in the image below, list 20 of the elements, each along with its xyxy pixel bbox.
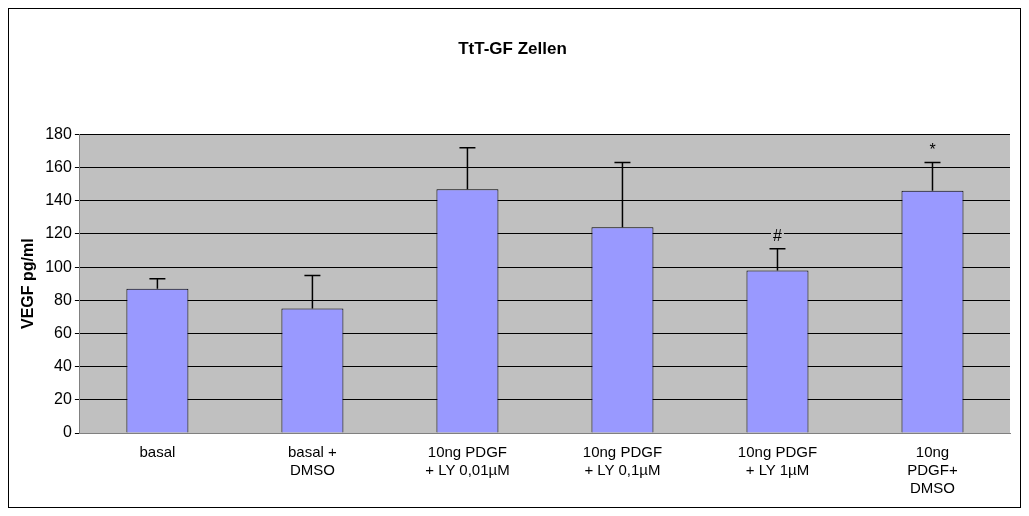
y-tick-label: 100 [45,257,72,275]
y-tick-label: 160 [45,157,72,175]
x-tick-label: 10ng PDGF+ DMSO [907,443,958,497]
y-tick-label: 60 [54,323,72,341]
y-axis-title: VEGF pg/ml [19,238,37,330]
chart-title: TtT-GF Zellen [458,38,567,58]
x-tick-label: 10ng PDGF + LY 1µM [737,443,818,479]
annotation: # [773,227,783,245]
annotation: * [929,141,936,159]
x-tick-label: 10ng PDGF + LY 0,1µM [582,443,663,479]
y-tick-label: 40 [54,357,72,375]
x-tick-label: basal + DMSO [288,443,338,479]
x-tick-label: basal [139,443,176,461]
y-tick-label: 120 [45,224,72,242]
x-tick-label: 10ng PDGF + LY 0,01µM [425,443,510,479]
y-tick-label: 80 [54,290,72,308]
y-tick-label: 180 [45,124,72,142]
y-tick-label: 20 [54,390,72,408]
y-tick-label: 140 [45,191,72,209]
y-tick-label: 0 [62,423,72,441]
